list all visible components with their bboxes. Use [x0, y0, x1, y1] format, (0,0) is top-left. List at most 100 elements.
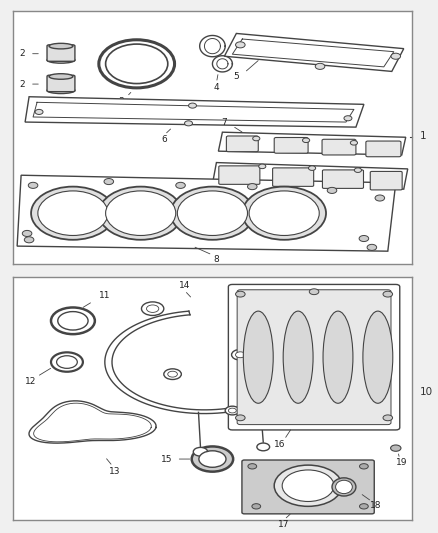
Circle shape — [232, 350, 249, 360]
Circle shape — [199, 451, 226, 467]
Text: 11: 11 — [99, 291, 110, 300]
Text: 9: 9 — [258, 197, 263, 206]
Circle shape — [308, 166, 316, 171]
Circle shape — [141, 302, 164, 316]
Text: 3: 3 — [118, 98, 124, 106]
Circle shape — [253, 136, 260, 141]
Text: 4: 4 — [214, 83, 219, 92]
Circle shape — [274, 465, 342, 506]
Ellipse shape — [283, 311, 313, 403]
Circle shape — [177, 191, 247, 236]
Circle shape — [188, 103, 197, 108]
Circle shape — [35, 109, 43, 115]
Circle shape — [309, 289, 319, 295]
Circle shape — [22, 230, 32, 237]
Circle shape — [193, 447, 208, 456]
FancyBboxPatch shape — [322, 170, 364, 188]
Circle shape — [164, 369, 181, 379]
Text: 2: 2 — [19, 79, 25, 88]
Circle shape — [360, 464, 368, 469]
Circle shape — [315, 63, 325, 69]
FancyBboxPatch shape — [226, 136, 258, 152]
FancyBboxPatch shape — [272, 168, 314, 187]
Ellipse shape — [363, 311, 393, 403]
Circle shape — [99, 187, 183, 240]
FancyBboxPatch shape — [228, 285, 400, 430]
Circle shape — [28, 182, 38, 188]
Text: 16: 16 — [275, 440, 286, 449]
Circle shape — [354, 168, 361, 173]
Ellipse shape — [323, 311, 353, 403]
Polygon shape — [17, 175, 396, 251]
FancyBboxPatch shape — [47, 45, 75, 61]
Circle shape — [225, 406, 240, 415]
Text: 13: 13 — [109, 467, 120, 475]
Circle shape — [247, 183, 257, 190]
Circle shape — [350, 141, 357, 145]
Ellipse shape — [49, 74, 73, 79]
Polygon shape — [25, 96, 364, 127]
Ellipse shape — [244, 311, 273, 403]
Text: 18: 18 — [370, 500, 381, 510]
Ellipse shape — [336, 480, 352, 494]
Circle shape — [192, 447, 233, 472]
Text: 2: 2 — [19, 49, 25, 58]
Text: 8: 8 — [214, 255, 219, 264]
Circle shape — [391, 53, 401, 59]
FancyBboxPatch shape — [219, 166, 260, 184]
FancyBboxPatch shape — [237, 290, 391, 425]
Circle shape — [168, 371, 177, 377]
Circle shape — [228, 408, 237, 413]
Circle shape — [344, 116, 352, 121]
Text: 12: 12 — [25, 377, 37, 386]
Circle shape — [38, 191, 108, 236]
FancyBboxPatch shape — [366, 141, 401, 157]
Circle shape — [367, 244, 377, 251]
Circle shape — [236, 352, 245, 358]
Text: 19: 19 — [396, 458, 407, 467]
FancyBboxPatch shape — [370, 172, 402, 190]
Circle shape — [282, 470, 334, 502]
Circle shape — [24, 237, 34, 243]
FancyBboxPatch shape — [274, 138, 308, 153]
Circle shape — [252, 504, 261, 509]
Circle shape — [236, 42, 245, 48]
Polygon shape — [224, 34, 404, 71]
Ellipse shape — [332, 478, 356, 496]
Circle shape — [383, 291, 392, 297]
Text: 6: 6 — [162, 135, 167, 144]
Ellipse shape — [47, 57, 75, 63]
Text: 14: 14 — [179, 281, 190, 290]
Circle shape — [242, 187, 326, 240]
Circle shape — [57, 356, 78, 368]
Text: 5: 5 — [233, 72, 239, 81]
Text: 15: 15 — [161, 455, 172, 464]
Circle shape — [236, 415, 245, 421]
Circle shape — [383, 415, 392, 421]
Circle shape — [104, 179, 113, 184]
Circle shape — [146, 305, 159, 312]
FancyBboxPatch shape — [322, 139, 356, 155]
Circle shape — [303, 138, 310, 142]
Ellipse shape — [49, 43, 73, 49]
Circle shape — [257, 443, 270, 451]
Circle shape — [184, 121, 193, 126]
FancyBboxPatch shape — [47, 75, 75, 92]
Circle shape — [327, 188, 337, 193]
Text: 1: 1 — [420, 131, 426, 141]
Circle shape — [106, 44, 168, 84]
Circle shape — [106, 191, 176, 236]
Text: 10: 10 — [420, 387, 433, 397]
Circle shape — [58, 312, 88, 330]
FancyBboxPatch shape — [242, 460, 374, 514]
Circle shape — [391, 445, 401, 451]
Circle shape — [375, 195, 385, 201]
Circle shape — [259, 164, 266, 168]
Text: 7: 7 — [222, 118, 227, 126]
Circle shape — [249, 191, 319, 236]
Circle shape — [236, 291, 245, 297]
Circle shape — [176, 182, 185, 188]
Ellipse shape — [47, 87, 75, 94]
Circle shape — [248, 464, 257, 469]
Polygon shape — [219, 132, 406, 155]
